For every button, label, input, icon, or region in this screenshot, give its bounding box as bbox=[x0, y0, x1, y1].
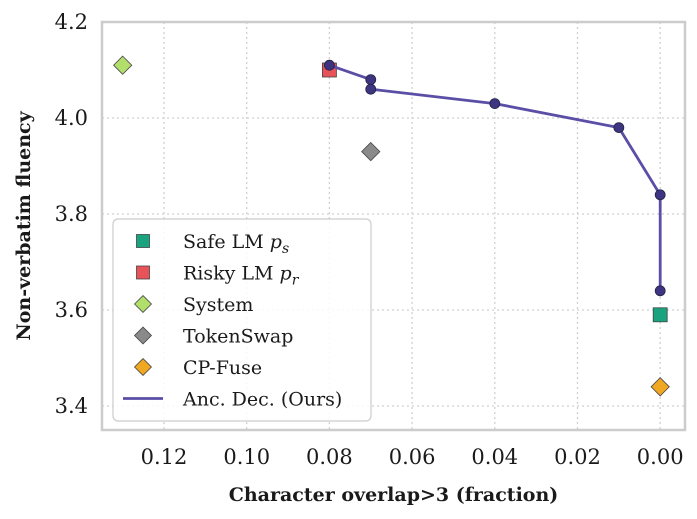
legend-marker bbox=[136, 265, 150, 280]
data-point bbox=[654, 285, 666, 297]
legend-item: Anc. Dec. (Ours) bbox=[123, 389, 342, 411]
series-safe-lm bbox=[652, 307, 668, 323]
legend-label: CP-Fuse bbox=[183, 357, 262, 379]
data-point bbox=[113, 55, 133, 75]
legend-marker bbox=[136, 234, 150, 248]
data-point bbox=[361, 141, 381, 162]
data-point bbox=[652, 307, 668, 323]
data-point bbox=[365, 74, 377, 85]
data-point bbox=[324, 59, 335, 71]
y-tick-label: 3.4 bbox=[55, 394, 88, 418]
legend-item: Safe LM ps bbox=[136, 231, 289, 257]
legend-label: System bbox=[183, 294, 253, 316]
y-tick-label: 4.2 bbox=[55, 10, 88, 34]
legend-marker bbox=[133, 326, 153, 345]
y-axis-label: Non-verbatim fluency bbox=[13, 110, 35, 340]
x-tick-label: 0.12 bbox=[141, 445, 188, 469]
legend-item: Risky LM pr bbox=[136, 263, 300, 289]
x-tick-label: 0.02 bbox=[554, 445, 601, 469]
data-point bbox=[654, 189, 666, 201]
legend: Safe LM ps Risky LM pr System TokenSwap CP-F… bbox=[112, 218, 372, 422]
legend-label: TokenSwap bbox=[183, 326, 293, 348]
legend-label: Risky LM pr bbox=[183, 263, 300, 289]
legend-item: TokenSwap bbox=[133, 326, 293, 348]
legend-label: Safe LM ps bbox=[183, 231, 289, 257]
legend-item: CP-Fuse bbox=[133, 357, 262, 379]
legend-box bbox=[112, 218, 372, 422]
legend-marker bbox=[133, 294, 153, 314]
legend-item: System bbox=[133, 294, 253, 316]
data-point bbox=[365, 83, 377, 95]
legend-label: Anc. Dec. (Ours) bbox=[182, 389, 342, 411]
data-point bbox=[613, 122, 625, 133]
series-cp-fuse bbox=[650, 377, 670, 397]
x-tick-label: 0.08 bbox=[306, 445, 353, 469]
y-tick-label: 3.8 bbox=[55, 202, 88, 226]
y-tick-label: 4.0 bbox=[55, 106, 88, 130]
plot-frame bbox=[100, 20, 687, 432]
series-system bbox=[113, 55, 133, 75]
series-anc-dec-ours bbox=[324, 59, 666, 297]
x-tick-label: 0.10 bbox=[223, 445, 270, 469]
series-layer bbox=[113, 55, 670, 397]
x-tick-label: 0.04 bbox=[471, 445, 518, 469]
tick-labels: 0.12 0.10 0.08 0.06 0.04 0.02 0.00 3.4 3.6 3.8 4.0… bbox=[55, 10, 684, 469]
y-tick-label: 3.6 bbox=[55, 298, 88, 322]
data-point bbox=[489, 98, 501, 109]
series-tokenswap bbox=[361, 141, 381, 162]
legend-marker bbox=[133, 357, 153, 377]
x-tick-label: 0.06 bbox=[389, 445, 436, 469]
x-axis-label: Character overlap>3 (fraction) bbox=[229, 484, 559, 506]
data-point bbox=[650, 377, 670, 397]
x-tick-label: 0.00 bbox=[637, 445, 684, 469]
